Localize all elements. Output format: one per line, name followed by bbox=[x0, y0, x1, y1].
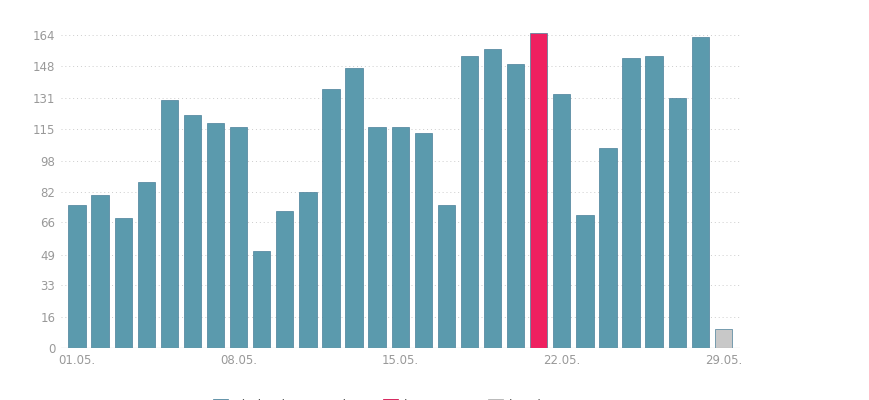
Bar bbox=[575, 214, 593, 348]
Bar bbox=[299, 192, 316, 348]
Bar bbox=[69, 205, 86, 348]
Bar bbox=[461, 56, 478, 348]
Bar bbox=[483, 49, 501, 348]
Bar bbox=[621, 58, 639, 348]
Legend: eindeutige Besucher, bester Tag, heutiger Tag: eindeutige Besucher, bester Tag, heutige… bbox=[208, 394, 592, 400]
Bar bbox=[91, 196, 109, 348]
Bar bbox=[529, 33, 547, 348]
Bar bbox=[115, 218, 132, 348]
Bar bbox=[391, 127, 408, 348]
Bar bbox=[667, 98, 685, 348]
Bar bbox=[437, 205, 454, 348]
Bar bbox=[691, 37, 708, 348]
Bar bbox=[253, 251, 270, 348]
Bar bbox=[645, 56, 662, 348]
Bar bbox=[322, 89, 339, 348]
Bar bbox=[275, 211, 293, 348]
Bar bbox=[137, 182, 155, 348]
Bar bbox=[553, 94, 570, 348]
Bar bbox=[599, 148, 616, 348]
Bar bbox=[161, 100, 178, 348]
Bar bbox=[207, 123, 224, 348]
Bar bbox=[229, 127, 247, 348]
Bar bbox=[507, 64, 524, 348]
Bar bbox=[368, 127, 385, 348]
Bar bbox=[415, 132, 431, 348]
Bar bbox=[345, 68, 362, 348]
Bar bbox=[713, 329, 731, 348]
Bar bbox=[183, 115, 201, 348]
